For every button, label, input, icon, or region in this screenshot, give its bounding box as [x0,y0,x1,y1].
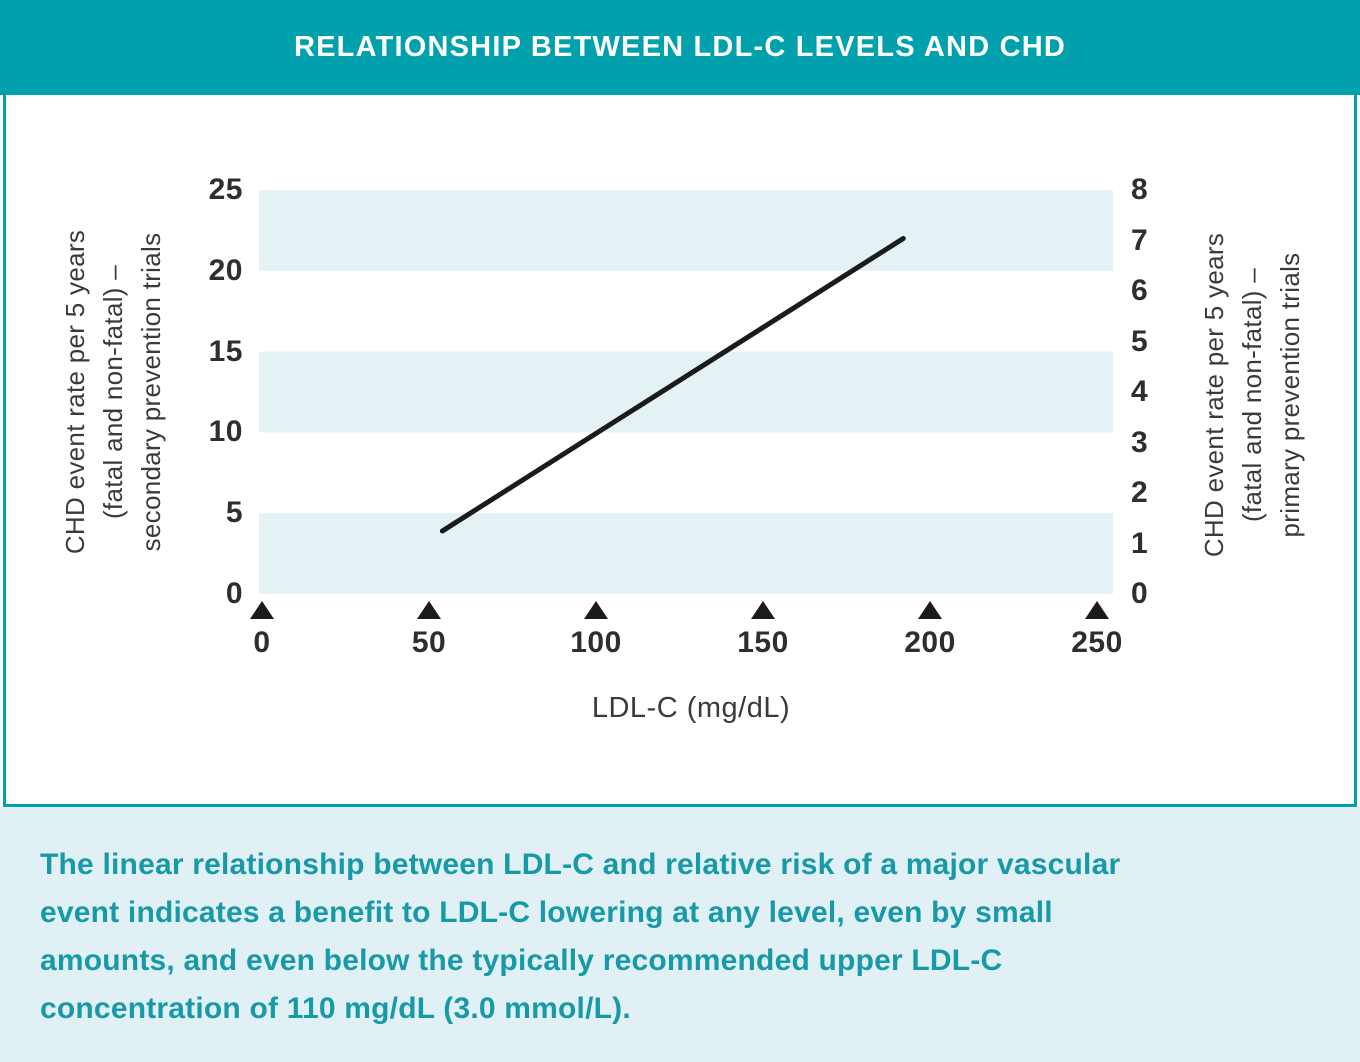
left-axis-tick-label: 5 [225,496,243,530]
caption-line: The linear relationship between LDL-C an… [40,848,1121,881]
x-tick-triangle-icon [250,601,274,619]
page-title: RELATIONSHIP BETWEEN LDL-C LEVELS AND CH… [293,31,1067,63]
x-axis-tick-label: 150 [737,626,789,659]
x-axis-tick-label: 50 [411,626,447,659]
x-axis-tick-label: 100 [570,626,622,659]
right-y-axis-label-line2: (fatal and non-fatal) – [1237,267,1267,523]
left-y-axis-label-line1: CHD event rate per 5 years [60,229,90,555]
right-axis-tick-label: 5 [1131,324,1149,358]
x-tick-triangle-icon [918,601,942,619]
right-axis-tick-label: 7 [1131,223,1149,257]
left-y-axis-label-line3: secondary prevention trials [136,232,166,552]
right-axis-tick-label: 0 [1131,577,1149,610]
left-y-axis-label-line2: (fatal and non-fatal) – [98,264,128,520]
left-axis-tick-label: 25 [208,173,243,206]
caption-section: The linear relationship between LDL-C an… [0,807,1360,1062]
left-axis-tick-label: 15 [208,334,243,368]
left-axis-tick-label: 0 [225,577,243,610]
caption-line: concentration of 110 mg/dL (3.0 mmol/L). [40,992,631,1025]
x-axis-title: LDL-C (mg/dL) [591,692,791,724]
x-axis-tick-label: 250 [1071,626,1123,659]
plot-stripe-band [259,190,1113,271]
plot-stripe-band [259,513,1113,594]
right-axis-tick-label: 1 [1131,526,1149,560]
plot-stripe-band [259,351,1113,433]
chart-plot-area [250,190,1113,619]
header-bar: RELATIONSHIP BETWEEN LDL-C LEVELS AND CH… [0,0,1360,95]
right-axis-tick-label: 8 [1131,173,1149,206]
right-y-axis-label-line3: primary prevention trials [1275,252,1305,538]
x-axis-tick-label: 0 [253,626,271,659]
caption-line: amounts, and even below the typically re… [40,944,1003,977]
left-y-axis-label: CHD event rate per 5 years (fatal and no… [56,132,170,652]
chart-panel: CHD event rate per 5 years (fatal and no… [3,95,1357,807]
x-tick-triangle-icon [751,601,775,619]
caption-line: event indicates a benefit to LDL-C lower… [40,896,1053,929]
x-tick-triangle-icon [417,601,441,619]
left-axis-tick-label: 10 [208,415,243,449]
left-axis-tick-label: 20 [208,253,243,287]
right-axis-tick-label: 2 [1131,476,1149,509]
trend-line [439,235,906,534]
x-tick-triangle-icon [1085,601,1109,619]
x-axis-tick-label: 200 [904,626,956,659]
right-axis-tick-label: 6 [1131,274,1149,307]
right-axis-tick-label: 3 [1131,425,1149,459]
x-tick-triangle-icon [584,601,608,619]
right-axis-tick-label: 4 [1131,375,1149,408]
